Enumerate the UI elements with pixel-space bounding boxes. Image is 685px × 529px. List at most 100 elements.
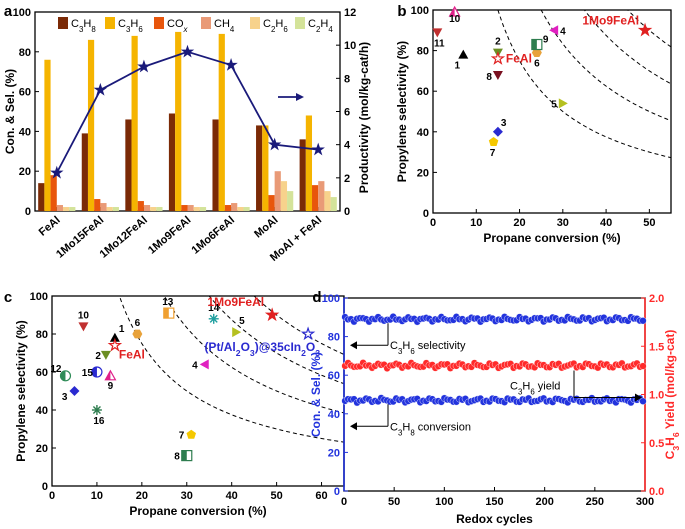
bar-c2h4 (199, 207, 207, 211)
point-label: 1 (119, 324, 125, 335)
y-tick-label: 40 (19, 126, 31, 138)
y2-tick-label: 6 (344, 107, 350, 119)
label-part: Yield (mol/kg-cat) (663, 330, 677, 433)
y-tick-label: 0 (423, 208, 429, 220)
label-part: H (130, 18, 138, 30)
bar-c3h6 (44, 59, 51, 212)
label-part: CH (214, 18, 230, 30)
legend-swatch (58, 17, 68, 29)
iso-yield-curve (540, 10, 671, 122)
bar-c2h4 (69, 207, 76, 211)
y2-tick-label: 1.5 (649, 341, 664, 353)
legend-label: C2H4 (308, 18, 333, 34)
point-label: 16 (93, 416, 105, 427)
marker-star-open (300, 326, 316, 341)
bar-cox (181, 205, 188, 211)
y-tick-label: 60 (417, 86, 429, 98)
point-label: 2 (495, 37, 501, 48)
label-part: 6 (530, 387, 535, 396)
y-axis-label: Propylene selectivity (%) (14, 320, 28, 461)
category-label: FeAl (37, 214, 63, 239)
plot-frame (343, 297, 646, 492)
annotation-conversion: C3H8 conversion (390, 421, 471, 437)
point-label: 5 (239, 316, 245, 327)
marker-fill (449, 7, 455, 17)
bar-c2h6 (324, 191, 331, 211)
label-part: 3 (315, 348, 320, 358)
y2-tick-label: 0.5 (649, 438, 664, 450)
panel-letter-c: c (4, 289, 12, 306)
label-part: selectivity (415, 340, 466, 352)
y-axis-label: Con. & Sel. (%) (309, 352, 323, 437)
y-axis-label: Con. & Sel. (%) (3, 69, 17, 154)
label-part: H (275, 18, 283, 30)
bar-c2h4 (156, 207, 163, 211)
x-tick-label: 30 (181, 490, 193, 502)
legend-swatch (105, 17, 115, 29)
annotation-arrow (635, 393, 642, 402)
bar-c3h6 (305, 115, 313, 211)
arrow-head (296, 93, 304, 101)
label-part: C (390, 340, 398, 352)
x-tick-label: 10 (470, 217, 482, 229)
marker-half-square (531, 38, 543, 51)
label-part: 4 (328, 25, 333, 34)
cycle-point (639, 362, 647, 370)
point-label: 15 (82, 368, 94, 379)
label-part: 3 (398, 347, 403, 356)
y2-tick-label: 1.0 (649, 390, 664, 402)
x-tick-label: 50 (270, 490, 282, 502)
point-label: 6 (135, 318, 141, 329)
iso-yield-curve (627, 10, 671, 48)
label-part: H (663, 437, 677, 446)
marker-diamond (492, 126, 503, 137)
marker-triangle-down (78, 322, 89, 332)
bar-c2h4 (330, 197, 337, 211)
marker-asterisk (208, 313, 219, 324)
x-tick-label: 30 (557, 217, 569, 229)
iso-yield-curve (253, 296, 344, 355)
marker-fill (60, 370, 66, 381)
bar-ch4 (274, 171, 281, 211)
label-part: 6 (138, 25, 143, 34)
x-tick-label: 0 (49, 490, 55, 502)
legend-swatch (250, 17, 260, 29)
label-part: 2 (316, 25, 320, 34)
panel-letter-a: a (4, 3, 13, 20)
marker-half-triangle (448, 5, 461, 17)
highlight-label: 1Mo9FeAl (207, 295, 264, 309)
marker-triangle-right (558, 98, 568, 109)
iso-yield-curve (583, 10, 671, 85)
y2-axis-label: Productivity (mol/kg-cat/h) (357, 42, 371, 193)
plot-frame (34, 11, 341, 212)
y-tick-label: 80 (19, 47, 31, 59)
marker-star (311, 142, 325, 156)
x-tick-label: 50 (643, 217, 655, 229)
bar-c3h8 (299, 139, 306, 211)
bar-c3h6 (262, 125, 269, 211)
cycle-point (639, 317, 647, 325)
bar-c2h4 (243, 207, 250, 211)
label-part: O (241, 340, 250, 354)
panel-d: d 0 50 100 150 200 250 300 0 20 40 60 80 100 0.0 0.5 1.0… (309, 289, 681, 526)
point-label: 2 (95, 351, 101, 362)
legend-swatch (201, 17, 211, 29)
marker-star (264, 307, 280, 322)
label-part: 6 (671, 432, 681, 437)
marker-fill (531, 39, 537, 50)
marker-fill (91, 367, 97, 377)
marker-pentagon (186, 429, 197, 439)
annotation-arrow (350, 341, 357, 350)
legend-label: CH4 (214, 18, 235, 34)
marker-stroke (209, 314, 218, 323)
marker-triangle-down (100, 350, 111, 360)
marker-star (137, 59, 151, 73)
category-label: 1Mo12FeAl (98, 214, 150, 261)
point-label: 5 (551, 99, 557, 110)
panel-letter-b: b (397, 3, 406, 20)
y-tick-label: 0 (25, 206, 31, 218)
marker-star (637, 22, 653, 37)
catalyst-label: (Pt/Al2O3)@35cIn2O3 (204, 340, 320, 358)
point-label: 3 (62, 392, 68, 403)
y2-tick-label: 0 (344, 206, 350, 218)
